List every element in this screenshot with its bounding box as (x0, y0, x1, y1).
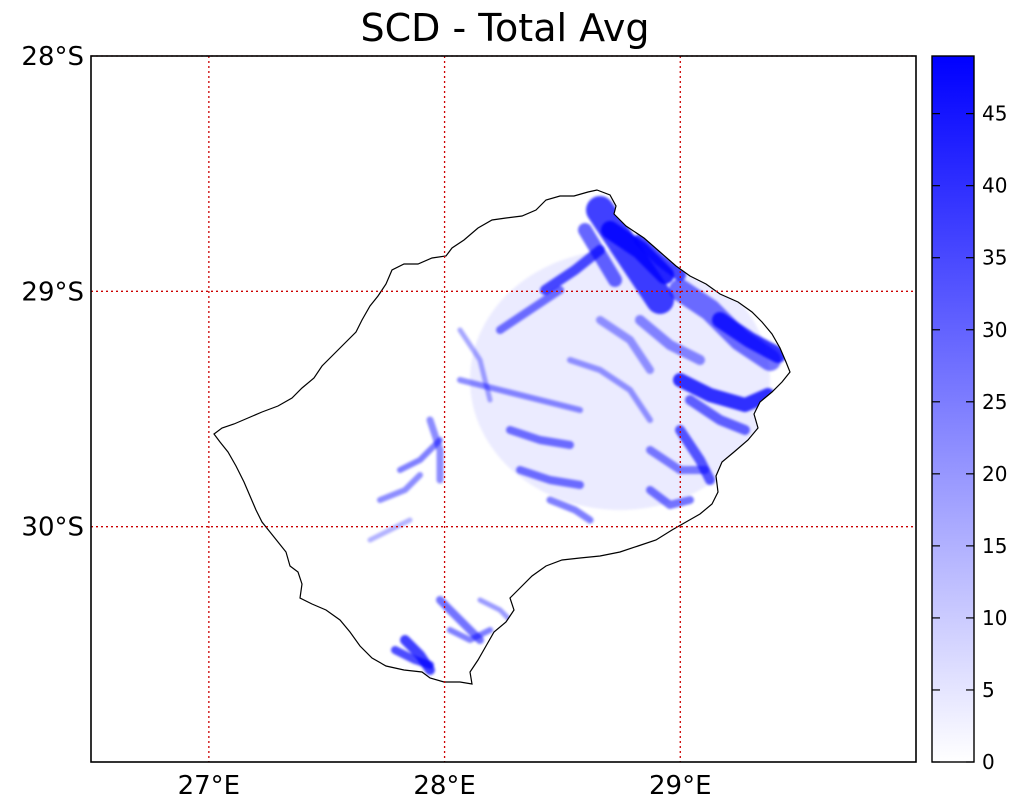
colorbar-tick-label: 15 (982, 534, 1007, 558)
colorbar-tick-label: 45 (982, 102, 1007, 126)
colorbar-tick-label: 0 (982, 750, 995, 774)
snow-cover-stroke (546, 496, 594, 524)
colorbar-tick-label: 10 (982, 606, 1007, 630)
colorbar-tick-label: 20 (982, 462, 1007, 486)
longitude-tick-label: 28°E (413, 771, 476, 801)
snow-cover-stroke (426, 416, 444, 484)
snow-cover-stroke (391, 646, 434, 669)
colorbar-tick-label: 5 (982, 678, 995, 702)
longitude-tick-label: 27°E (178, 771, 241, 801)
colorbar (931, 55, 975, 763)
latitude-tick-label: 30°S (21, 513, 84, 543)
map-title: SCD - Total Avg (360, 6, 650, 50)
snow-cover-stroke (477, 597, 513, 623)
snow-cover-stroke (436, 596, 484, 644)
snow-cover-stroke (377, 472, 423, 503)
longitude-tick-label: 29°E (649, 771, 712, 801)
snow-cover-stroke (397, 437, 443, 473)
colorbar-tick-label: 30 (982, 318, 1007, 342)
country-outline (213, 189, 791, 685)
latitude-tick-labels: 28°S 29°S 30°S (21, 42, 84, 543)
snow-cover-stroke (447, 627, 493, 643)
colorbar-tick-label: 35 (982, 246, 1007, 270)
snow-cover-shading (367, 196, 786, 675)
latitude-tick-label: 28°S (21, 42, 84, 72)
longitude-tick-labels: 27°E 28°E 29°E (178, 771, 712, 801)
colorbar-ticks: 0 5 10 15 20 25 30 35 40 45 (932, 102, 1007, 774)
map-frame-border (90, 55, 917, 763)
latitude-tick-label: 29°S (21, 277, 84, 307)
snow-cover-stroke (367, 517, 413, 543)
snow-cover-tint (470, 250, 770, 510)
colorbar-tick-label: 40 (982, 174, 1007, 198)
colorbar-tick-label: 25 (982, 390, 1007, 414)
